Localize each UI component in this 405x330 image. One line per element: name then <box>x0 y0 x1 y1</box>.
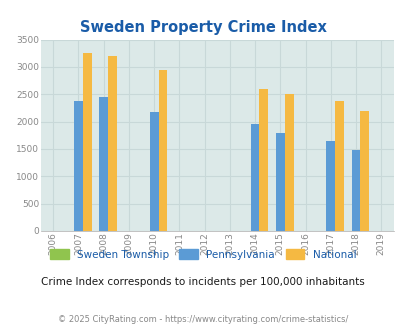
Bar <box>149 112 158 231</box>
Bar <box>275 133 284 231</box>
Bar <box>326 141 335 231</box>
Text: © 2025 CityRating.com - https://www.cityrating.com/crime-statistics/: © 2025 CityRating.com - https://www.city… <box>58 315 347 324</box>
Bar <box>351 149 360 231</box>
Text: Crime Index corresponds to incidents per 100,000 inhabitants: Crime Index corresponds to incidents per… <box>41 278 364 287</box>
Text: Sweden Property Crime Index: Sweden Property Crime Index <box>79 20 326 35</box>
Bar <box>360 111 368 231</box>
Bar <box>108 56 117 231</box>
Bar <box>259 89 268 231</box>
Legend: Sweden Township, Pennsylvania, National: Sweden Township, Pennsylvania, National <box>45 245 360 264</box>
Bar <box>83 53 92 231</box>
Bar <box>284 94 293 231</box>
Bar <box>99 97 108 231</box>
Bar <box>158 70 167 231</box>
Bar <box>74 101 83 231</box>
Bar <box>335 101 343 231</box>
Bar <box>250 124 259 231</box>
